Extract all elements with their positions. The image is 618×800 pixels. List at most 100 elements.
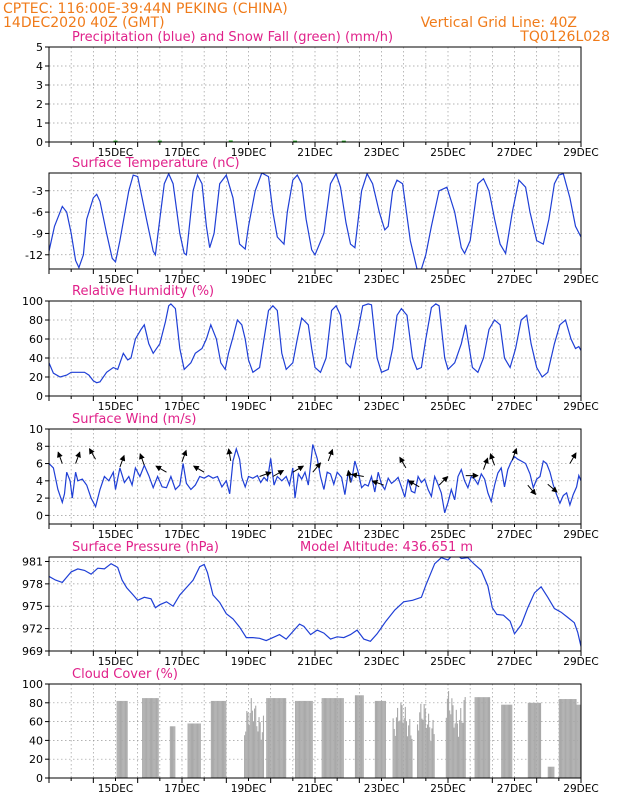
- y-tick-label: -6: [32, 206, 43, 219]
- cloud-bar: [332, 698, 334, 778]
- cloud-bar: [578, 704, 580, 778]
- x-tick-label: 19DEC: [231, 147, 266, 159]
- wind-arrow: [511, 447, 518, 461]
- cloud-bar: [283, 698, 286, 778]
- cloud-bar: [257, 731, 259, 778]
- y-tick-label: 100: [22, 295, 43, 308]
- cloud-bar: [221, 700, 224, 778]
- cloud-bar: [486, 697, 488, 778]
- x-tick-label: 15DEC: [98, 783, 133, 795]
- cloud-bar: [323, 698, 325, 778]
- cloud-bar: [303, 700, 306, 778]
- cloud-bar: [456, 723, 458, 778]
- cloud-bar: [154, 698, 156, 778]
- temperature-panel: Surface Temperature (nC) -12 -9 -6 -3 15DEC 1…: [25, 156, 599, 286]
- cloud-bar: [358, 695, 360, 778]
- cloud-bar: [262, 715, 265, 778]
- x-tick-label: 25DEC: [430, 147, 465, 159]
- x-tick-label: 21DEC: [297, 401, 332, 413]
- cloud-bar: [198, 723, 200, 778]
- cloud-bar: [144, 698, 146, 778]
- wind-arrow: [57, 451, 63, 464]
- cloud-bar: [249, 713, 251, 778]
- cloud-bar: [431, 728, 433, 778]
- cloud-bar: [537, 702, 539, 778]
- cloud-bar: [169, 726, 171, 778]
- y-tick-label: 4: [36, 60, 43, 73]
- x-tick-label: 17DEC: [164, 656, 199, 668]
- y-tick-label: 80: [29, 314, 43, 327]
- cloud-bar: [268, 698, 270, 778]
- cloud-bar: [477, 697, 480, 778]
- cloud-bar: [277, 698, 279, 778]
- cloud-bar: [360, 695, 362, 778]
- cloud-bar: [278, 698, 280, 778]
- cloud-bar: [419, 712, 421, 778]
- cloud-bar: [270, 698, 272, 778]
- wind-arrow: [527, 484, 537, 496]
- cloud-bar: [405, 721, 407, 778]
- cloud-cover-title: Cloud Cover (%): [72, 667, 178, 682]
- cloud-bar: [510, 704, 512, 778]
- cloud-bar: [416, 724, 419, 778]
- cloud-bar: [285, 698, 287, 778]
- cloud-bar: [422, 719, 424, 778]
- series-line: [49, 303, 581, 384]
- x-tick-label: 17DEC: [164, 274, 199, 286]
- x-tick-label: 27DEC: [497, 656, 532, 668]
- cloud-bar: [410, 735, 412, 778]
- cloud-bar: [300, 700, 302, 778]
- wind-arrow: [547, 483, 558, 493]
- cloud-bar: [392, 718, 394, 778]
- x-tick-label: 23DEC: [364, 783, 399, 795]
- x-tick-label: 21DEC: [297, 783, 332, 795]
- cloud-bar: [148, 698, 150, 778]
- cloud-bar: [269, 698, 271, 778]
- cloud-bar: [197, 723, 199, 778]
- cloud-bar: [260, 739, 262, 778]
- y-tick-label: 0: [36, 390, 43, 403]
- cloud-bar: [446, 698, 448, 778]
- cloud-bar: [337, 698, 339, 778]
- y-tick-label: 40: [29, 352, 43, 365]
- wind-arrow: [75, 451, 81, 464]
- cloud-bar: [403, 718, 405, 778]
- cloud-bar: [380, 700, 382, 778]
- cloud-bar: [191, 723, 194, 778]
- y-tick-label: 969: [22, 645, 43, 658]
- cloud-bar: [532, 702, 534, 778]
- cloud-bar: [475, 697, 477, 778]
- cloud-bar: [474, 697, 476, 778]
- cloud-bar: [338, 698, 340, 778]
- cloud-bar: [455, 709, 457, 778]
- cloud-bar: [146, 698, 148, 778]
- cloud-bar: [174, 726, 176, 778]
- wind-arrow: [139, 453, 145, 466]
- x-tick-label: 29DEC: [563, 656, 598, 668]
- cloud-bar: [157, 698, 159, 778]
- wind-arrow: [292, 465, 305, 473]
- cloud-bar: [334, 698, 337, 778]
- header-model-code: TQ0126L028: [519, 29, 610, 45]
- cloud-bar: [273, 698, 276, 778]
- cloud-bar: [479, 697, 481, 778]
- cloud-bar: [426, 724, 429, 778]
- cloud-bar: [530, 702, 532, 778]
- cloud-bar: [150, 698, 153, 778]
- model-altitude-label: Model Altitude: 436.651 m: [300, 540, 473, 555]
- x-tick-label: 21DEC: [297, 147, 332, 159]
- cloud-bar: [564, 699, 566, 778]
- cloud-bar: [329, 698, 331, 778]
- cloud-bar: [505, 704, 507, 778]
- cloud-bar: [489, 697, 491, 778]
- cloud-bar: [558, 699, 560, 778]
- wind-title: Surface Wind (m/s): [72, 412, 196, 427]
- cloud-bar: [193, 723, 195, 778]
- wind-arrow: [371, 479, 384, 486]
- y-tick-label: 2: [36, 98, 43, 111]
- cloud-bar: [567, 699, 569, 778]
- cloud-bar: [295, 700, 297, 778]
- cloud-bar: [539, 702, 542, 778]
- cloud-bar: [572, 699, 574, 778]
